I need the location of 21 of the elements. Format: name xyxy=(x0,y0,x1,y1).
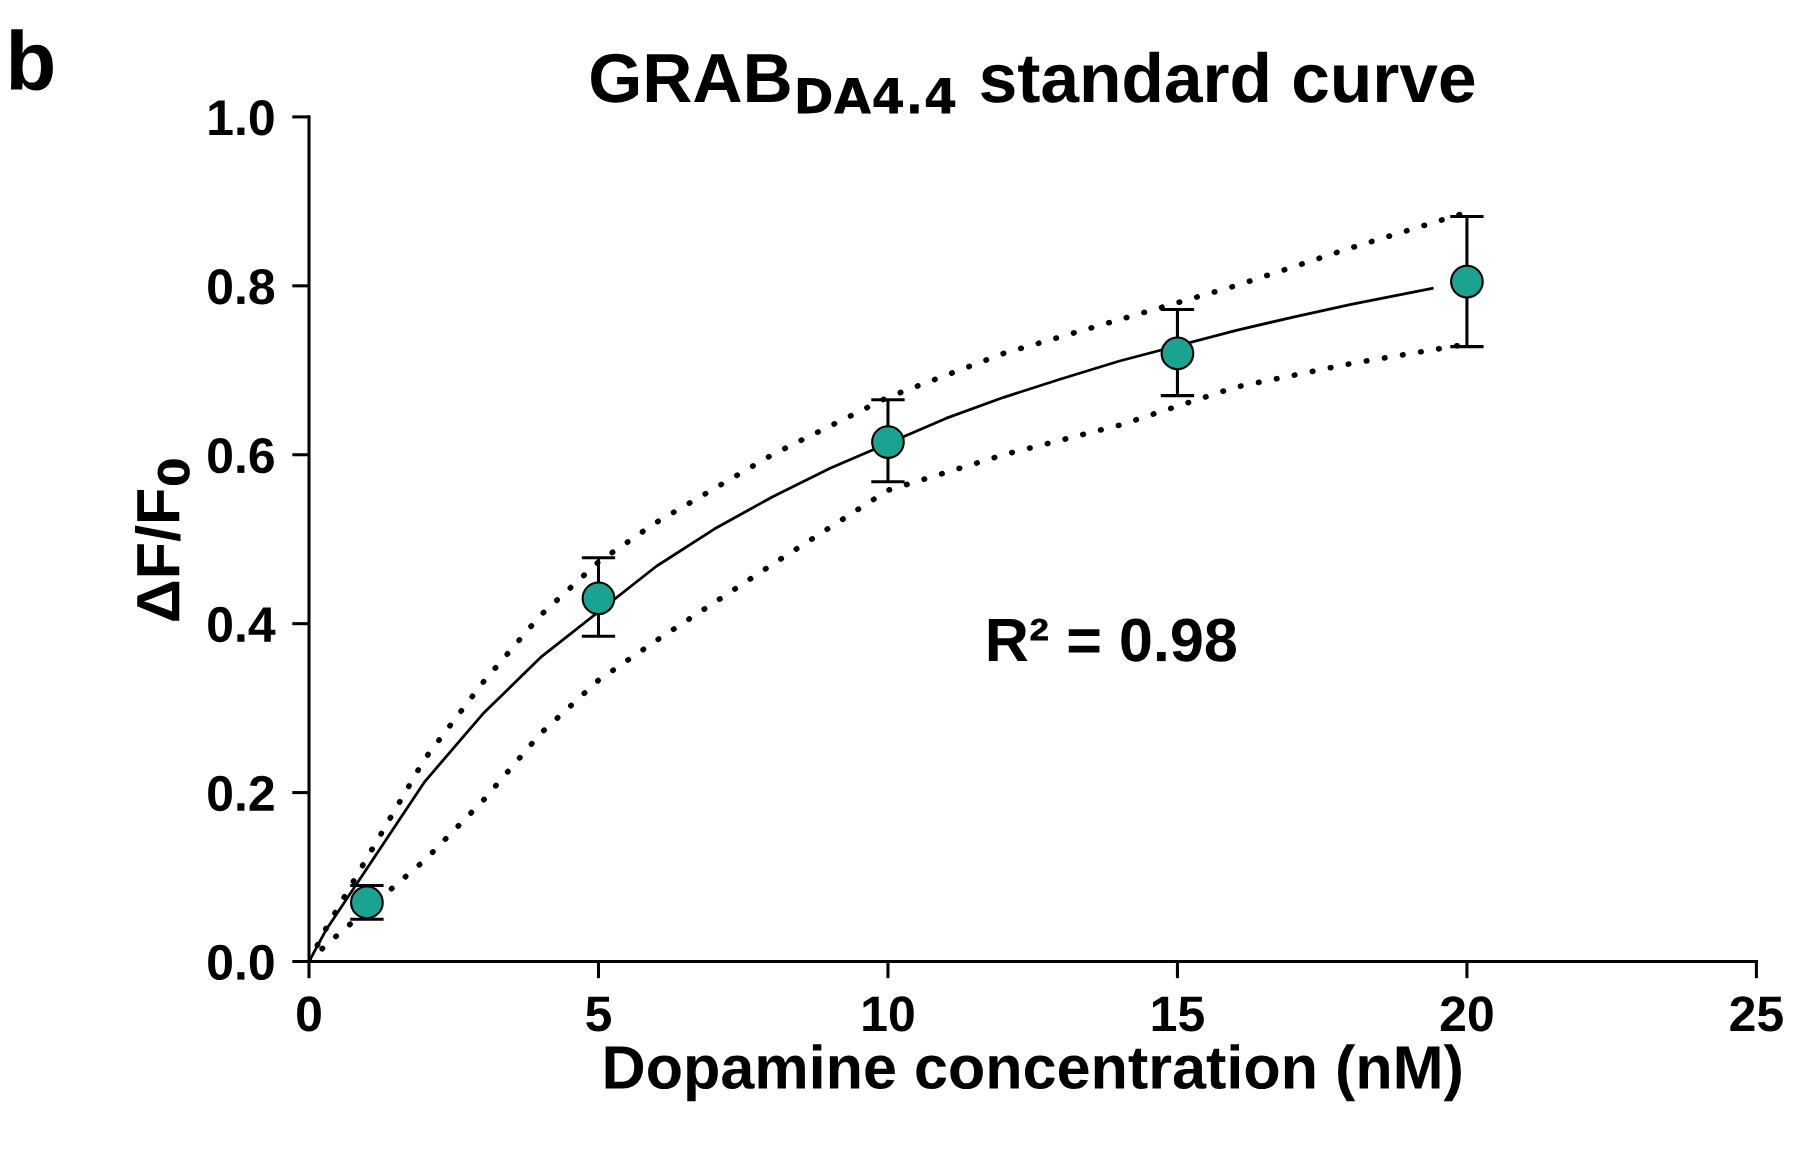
point xyxy=(581,581,616,616)
y-tick-label: 0.0 xyxy=(208,944,274,981)
y-tick-label: 0.4 xyxy=(208,606,276,643)
annotation: R² = 0.98 xyxy=(988,618,1236,662)
x-tick-label: 5 xyxy=(586,996,611,1032)
y-tick-label: 0.2 xyxy=(208,775,274,812)
x-tick-label: 10 xyxy=(863,996,914,1032)
text: b xyxy=(10,29,53,91)
x-axis-title: Dopamine concentration (nM) xyxy=(605,1044,1461,1102)
x-tick-label: 0 xyxy=(297,996,321,1032)
point xyxy=(1160,336,1195,371)
point xyxy=(1450,264,1484,299)
point xyxy=(871,425,905,459)
y-axis-title: ΔF/F$_{0}$ xyxy=(134,459,190,621)
y-tick-label: 0.8 xyxy=(208,269,275,305)
y-tick-label: 0.6 xyxy=(208,437,274,474)
y-tick-label: 1.0 xyxy=(209,100,274,136)
chart-title: GRAB$_{DA4.4}$ standard curve xyxy=(591,51,1475,114)
x-tick-label: 20 xyxy=(1440,996,1493,1032)
x-tick-label: 15 xyxy=(1152,996,1204,1032)
x-tick-label: 25 xyxy=(1730,996,1783,1032)
